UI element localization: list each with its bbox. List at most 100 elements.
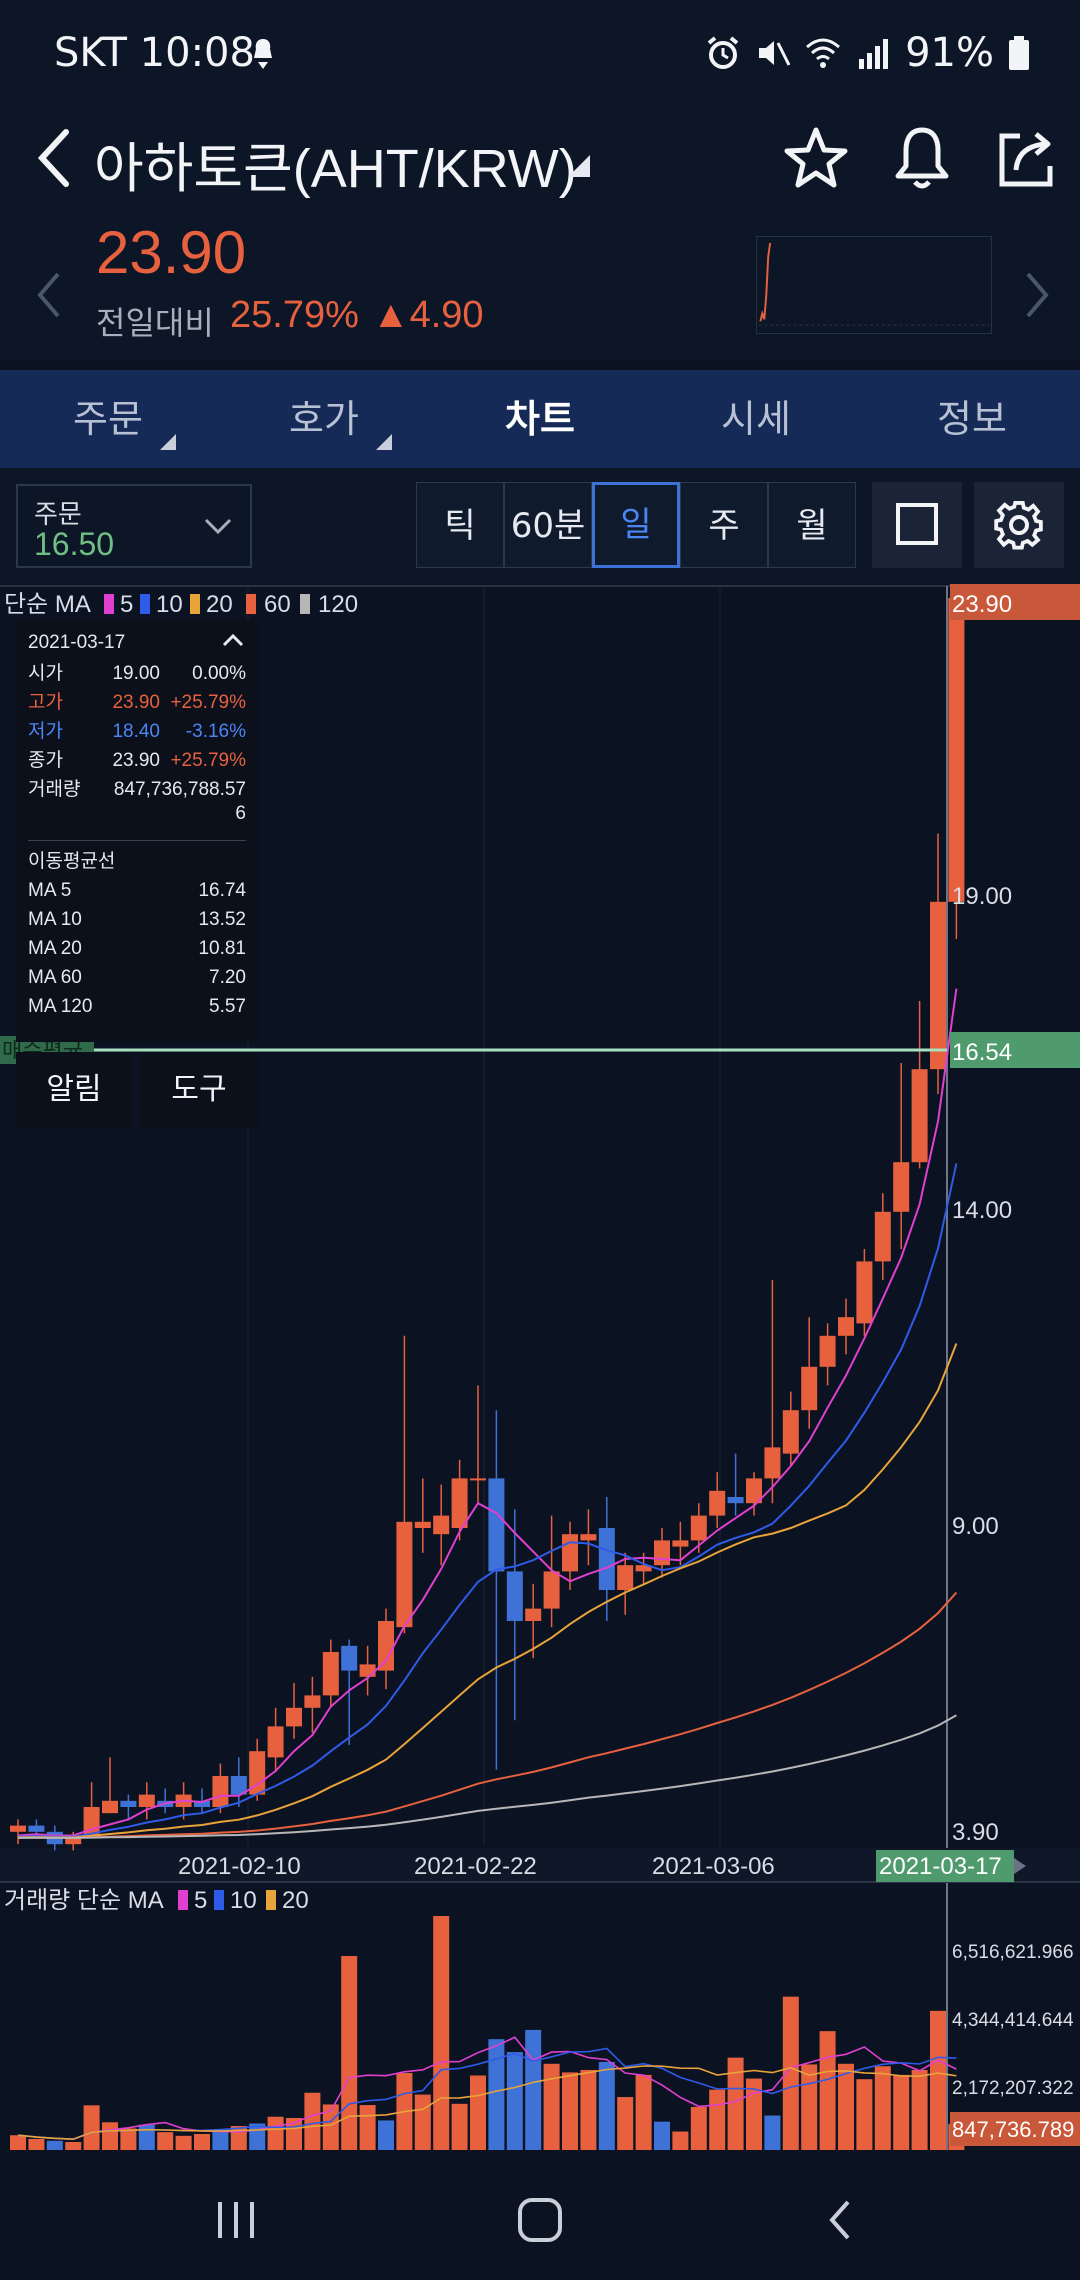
info-row-close: 종가 23.90 +25.79% xyxy=(28,746,246,775)
candle-body xyxy=(543,1571,560,1609)
info-close-value: 23.90 xyxy=(112,750,160,771)
x-label-0306: 2021-03-06 xyxy=(652,1853,775,1880)
page-title[interactable]: 아하토큰(AHT/KRW) xyxy=(94,139,577,199)
tab-orderbook-dropdown-icon xyxy=(376,434,392,450)
info-row-volume: 거래량 847,736,788.57 xyxy=(28,775,246,804)
volume-bar xyxy=(709,2089,726,2150)
tab-chart[interactable]: 차트 xyxy=(432,370,648,468)
info-row-high: 고가 23.90 +25.79% xyxy=(28,688,246,717)
volume-bar xyxy=(635,2074,652,2150)
vol-y-label-current: 847,736.789 xyxy=(952,2117,1074,2142)
collapse-icon[interactable] xyxy=(220,628,246,654)
vol-ma5-label: 5 xyxy=(194,1887,207,1914)
info-volume-value: 847,736,788.57 xyxy=(113,779,246,800)
candle-body xyxy=(212,1776,229,1807)
volume-bar xyxy=(856,2079,873,2150)
tab-order-dropdown-icon xyxy=(160,434,176,450)
recent-apps-icon[interactable] xyxy=(206,2190,266,2250)
alarm-button[interactable]: 알림 xyxy=(16,1052,132,1128)
volume-bar xyxy=(930,2010,946,2150)
candle-body xyxy=(120,1800,137,1807)
fullscreen-button[interactable] xyxy=(872,482,962,568)
info-ma5-label: MA 5 xyxy=(28,880,72,901)
prev-coin-icon[interactable] xyxy=(30,260,70,330)
candle-body xyxy=(249,1751,266,1795)
x-current-tag-bg xyxy=(876,1850,1014,1882)
info-volume-label: 거래량 xyxy=(28,779,81,800)
ma20-line xyxy=(17,1343,958,1839)
candle-body xyxy=(801,1366,818,1411)
back-icon[interactable] xyxy=(28,118,88,198)
share-icon[interactable] xyxy=(986,118,1066,198)
volume-bar xyxy=(138,2124,155,2150)
order-price-select[interactable]: 주문 16.50 xyxy=(16,484,252,568)
chart-settings-button[interactable] xyxy=(974,482,1064,568)
home-icon[interactable] xyxy=(510,2190,570,2250)
tab-market-price[interactable]: 시세 xyxy=(648,370,864,468)
volume-bar xyxy=(525,2029,542,2150)
volume-bar xyxy=(194,2133,210,2150)
candle-body xyxy=(138,1794,155,1807)
y-label-current: 23.90 xyxy=(952,591,1012,618)
volume-bar xyxy=(120,2128,137,2150)
system-back-icon[interactable] xyxy=(812,2190,872,2250)
period-week[interactable]: 주 xyxy=(680,482,768,568)
info-date: 2021-03-17 xyxy=(28,632,126,653)
period-60min[interactable]: 60분 xyxy=(504,482,592,568)
gear-icon xyxy=(994,501,1043,550)
y-label-9: 9.00 xyxy=(952,1513,999,1540)
x-label-0210: 2021-02-10 xyxy=(178,1853,301,1880)
ma120-swatch xyxy=(300,594,310,614)
tab-orderbook-label: 호가 xyxy=(289,397,359,441)
price-chart[interactable]: 단순 MA 5 10 20 60 120 23.90 19.00 16.54 매… xyxy=(0,584,1080,2154)
volume-bar xyxy=(212,2130,229,2150)
period-day[interactable]: 일 xyxy=(592,482,680,568)
volume-bar xyxy=(378,2120,394,2150)
volume-bar xyxy=(506,2052,523,2150)
candle-body xyxy=(930,901,946,1070)
ma60-legend-label: 60 xyxy=(264,591,291,618)
info-row-low: 저가 18.40 -3.16% xyxy=(28,717,246,746)
period-month[interactable]: 월 xyxy=(768,482,856,568)
chevron-down-icon xyxy=(204,518,232,535)
volume-bar xyxy=(46,2140,63,2150)
tab-market-price-label: 시세 xyxy=(721,397,791,441)
period-tick[interactable]: 틱 xyxy=(416,482,504,568)
scroll-right-icon[interactable] xyxy=(1014,1858,1026,1874)
volume-bar xyxy=(322,2104,339,2150)
header: 아하토큰(AHT/KRW) 23.90 전일대비 25.79% ▲4.90 xyxy=(0,110,1080,360)
candle-body xyxy=(414,1521,431,1528)
signal-icon xyxy=(859,39,889,69)
ma120-line xyxy=(17,1714,957,1839)
info-ma5-value: 16.74 xyxy=(198,880,246,901)
candle-body xyxy=(194,1800,210,1807)
tab-orderbook[interactable]: 호가 xyxy=(216,370,432,468)
ma60-line xyxy=(17,1591,958,1839)
tab-order[interactable]: 주문 xyxy=(0,370,216,468)
diff-percent: 25.79% xyxy=(230,294,359,336)
volume-bar xyxy=(433,1916,450,2150)
info-volume-tail: 6 xyxy=(235,803,246,824)
volume-bar xyxy=(28,2138,45,2150)
candle-body xyxy=(304,1695,321,1708)
volume-bar xyxy=(102,2122,118,2150)
tab-info[interactable]: 정보 xyxy=(864,370,1080,468)
tools-button[interactable]: 도구 xyxy=(140,1052,258,1128)
candle-body xyxy=(562,1534,578,1572)
info-open-value: 19.00 xyxy=(112,663,160,684)
candle-body xyxy=(654,1540,670,1566)
bell-icon[interactable] xyxy=(882,118,962,198)
tab-order-label: 주문 xyxy=(73,397,143,441)
volume-bar xyxy=(690,2106,707,2150)
candle-body xyxy=(28,1825,45,1832)
volume-bar xyxy=(414,2094,431,2150)
candle-body xyxy=(893,1162,910,1212)
vol-current-tag-bg xyxy=(950,2112,1080,2146)
star-icon[interactable] xyxy=(776,118,856,198)
volume-bar xyxy=(801,2064,818,2150)
candle-body xyxy=(102,1800,118,1814)
title-dropdown-icon[interactable] xyxy=(568,155,590,177)
next-coin-icon[interactable] xyxy=(1016,260,1056,330)
info-high-value: 23.90 xyxy=(112,692,160,713)
mute-icon xyxy=(759,41,791,66)
